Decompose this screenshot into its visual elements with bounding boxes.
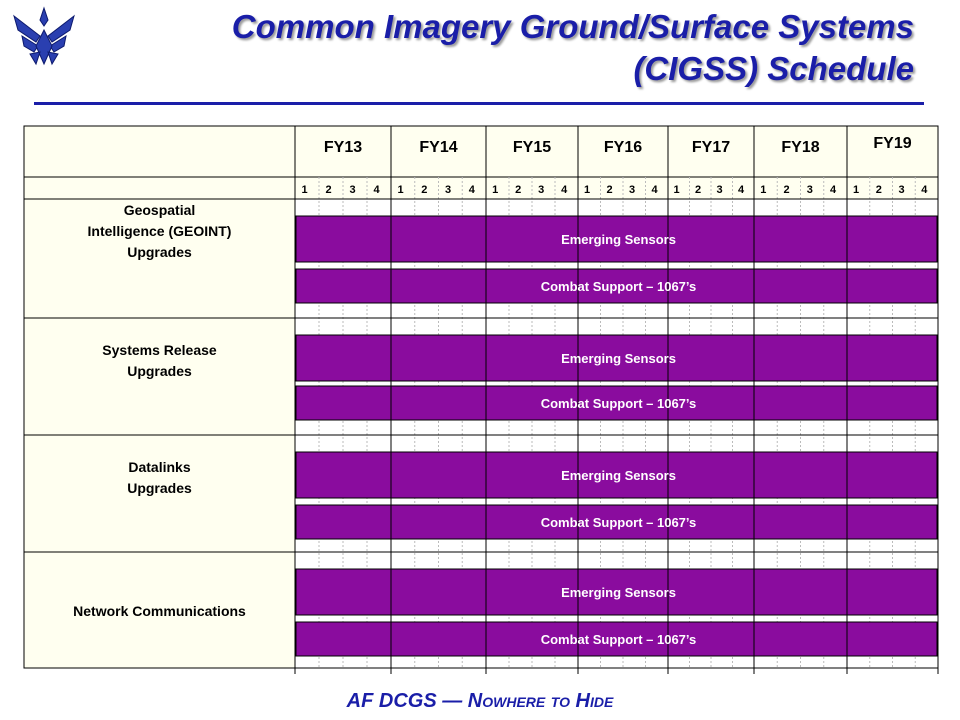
footer-prefix: AF DCGS — [346,690,468,712]
emerging-sensors-bar [295,334,938,382]
quarter-label: 4 [738,184,745,196]
bar-label: Emerging Sensors [561,585,676,600]
row-label-line: Network Communications [73,603,246,619]
air-force-wings-icon [13,6,75,66]
bar-label: Emerging Sensors [561,468,676,483]
quarter-label: 1 [397,184,403,196]
bar-label: Combat Support – 1067’s [541,279,697,294]
quarter-label: 2 [421,184,427,196]
quarter-label: 1 [492,184,498,196]
quarter-label: 4 [374,184,381,196]
combat-support-bar [295,385,938,421]
footer-motto: AF DCGS — Nowhere to Hide [0,690,960,713]
bar-label: Emerging Sensors [561,232,676,247]
footer-motto-text: Nowhere to Hide [467,690,614,712]
fiscal-year-label: FY13 [324,139,362,156]
quarter-label: 4 [561,184,568,196]
quarter-label: 4 [921,184,928,196]
title-divider [34,102,924,105]
quarter-label: 3 [445,184,451,196]
quarter-label: 4 [830,184,837,196]
emerging-sensors-bar [295,215,938,263]
bar-label: Emerging Sensors [561,351,676,366]
bar-label: Combat Support – 1067’s [541,632,697,647]
quarter-header-row [23,176,939,200]
quarter-label: 1 [853,184,859,196]
title-line-2: (CIGSS) Schedule [633,50,914,87]
quarter-label: 1 [760,184,766,196]
combat-support-bar [295,621,938,657]
fiscal-year-label: FY15 [513,139,551,156]
row-label-line: Datalinks [128,459,190,475]
quarter-label: 2 [515,184,521,196]
combat-support-bar [295,268,938,304]
quarter-label: 3 [899,184,905,196]
quarter-label: 1 [584,184,590,196]
row-label-line: Geospatial [124,202,196,218]
quarter-label: 2 [783,184,789,196]
bar-label: Combat Support – 1067’s [541,396,697,411]
fiscal-year-label: FY18 [781,139,819,156]
title-line-1: Common Imagery Ground/Surface Systems [231,8,914,45]
quarter-label: 4 [469,184,476,196]
fiscal-year-label: FY17 [692,139,730,156]
fiscal-year-label: FY19 [873,135,911,152]
row-label-line: Upgrades [127,480,192,496]
quarter-label: 1 [302,184,308,196]
quarter-label: 3 [350,184,356,196]
row-label-line: Intelligence (GEOINT) [88,223,232,239]
fiscal-year-label: FY14 [419,139,457,156]
quarter-label: 3 [717,184,723,196]
page-title: Common Imagery Ground/Surface Systems (C… [232,6,914,90]
bar-label: Combat Support – 1067’s [541,515,697,530]
row-label-cell [23,551,296,669]
row-label-line: Systems Release [102,342,217,358]
quarter-label: 1 [674,184,680,196]
fiscal-year-label: FY16 [604,139,642,156]
row-label-line: Upgrades [127,244,192,260]
row-label-line: Upgrades [127,363,192,379]
quarter-label: 2 [606,184,612,196]
year-header-row [23,125,939,178]
combat-support-bar [295,504,938,540]
emerging-sensors-bar [295,451,938,499]
quarter-label: 4 [651,184,658,196]
quarter-label: 2 [326,184,332,196]
quarter-label: 2 [876,184,882,196]
quarter-label: 3 [629,184,635,196]
row-label-cell [23,317,296,436]
quarter-label: 3 [538,184,544,196]
quarter-label: 3 [807,184,813,196]
quarter-label: 2 [695,184,701,196]
emerging-sensors-bar [295,568,938,616]
